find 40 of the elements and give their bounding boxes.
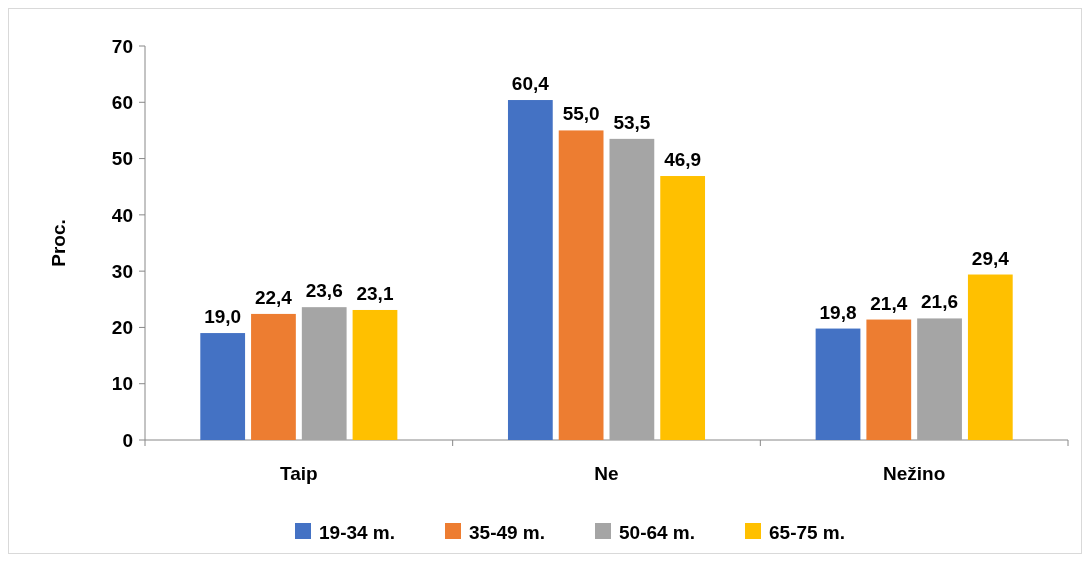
data-label: 19,8 xyxy=(819,301,857,323)
y-tick-label: 60 xyxy=(111,91,133,113)
y-tick-label: 40 xyxy=(111,204,133,226)
data-label: 53,5 xyxy=(613,111,651,133)
data-label: 23,6 xyxy=(305,280,343,302)
y-tick-label: 10 xyxy=(111,373,133,395)
bar xyxy=(301,307,347,440)
data-label: 46,9 xyxy=(664,149,702,171)
bar xyxy=(200,333,246,440)
data-label: 23,1 xyxy=(356,282,394,304)
legend-label: 65-75 m. xyxy=(769,521,846,543)
y-tick-label: 50 xyxy=(111,148,133,170)
bar xyxy=(660,176,706,440)
data-label: 21,4 xyxy=(870,292,908,314)
data-label: 19,0 xyxy=(204,306,242,328)
x-tick-label: Nežino xyxy=(883,463,946,484)
bar xyxy=(815,328,861,440)
data-label: 55,0 xyxy=(562,103,600,125)
legend-label: 35-49 m. xyxy=(469,521,546,543)
y-axis-title: Proc. xyxy=(48,219,69,267)
bar xyxy=(609,138,655,440)
bar xyxy=(558,130,604,440)
bar xyxy=(866,319,912,440)
y-tick-label: 0 xyxy=(122,429,133,451)
legend-label: 19-34 m. xyxy=(319,521,396,543)
legend-label: 50-64 m. xyxy=(619,521,696,543)
data-label: 21,6 xyxy=(921,291,959,313)
bar xyxy=(251,313,296,440)
bar xyxy=(507,100,553,440)
bar xyxy=(967,274,1013,440)
x-tick-label: Taip xyxy=(280,463,318,484)
bar xyxy=(917,318,962,440)
data-label: 60,4 xyxy=(511,73,550,95)
x-tick-label: Ne xyxy=(594,463,619,484)
y-tick-label: 20 xyxy=(111,317,133,339)
y-tick-label: 30 xyxy=(111,260,133,282)
data-label: 29,4 xyxy=(971,247,1010,269)
bar xyxy=(352,309,398,440)
data-label: 22,4 xyxy=(254,286,293,308)
y-tick-label: 70 xyxy=(111,35,133,57)
